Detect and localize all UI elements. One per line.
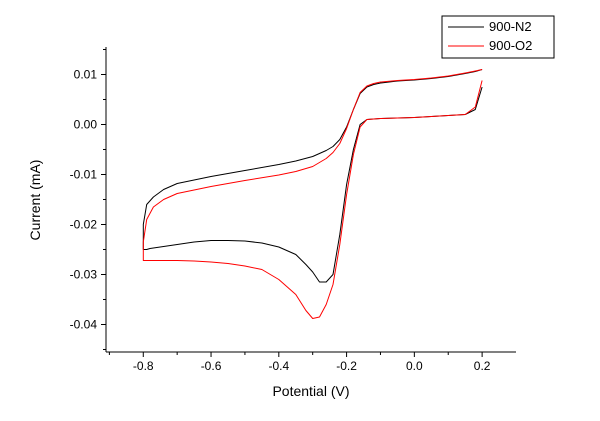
y-tick-label: 0.01 (74, 68, 98, 82)
y-tick-label: -0.03 (70, 268, 98, 282)
y-tick-label: 0.00 (74, 118, 98, 132)
x-axis: -0.8 -0.6 -0.4 -0.2 0.0 0.2 (108, 352, 491, 373)
y-tick-label: -0.04 (70, 318, 98, 332)
legend-label-900-O2: 900-O2 (489, 38, 532, 53)
x-axis-title: Potential (V) (272, 383, 349, 399)
legend-box (441, 15, 555, 59)
series-line-900-O2 (142, 69, 483, 319)
y-tick-label: -0.01 (70, 168, 98, 182)
x-tick-label: -0.6 (201, 359, 222, 373)
x-tick-label: -0.2 (336, 359, 357, 373)
legend: 900-N2 900-O2 (441, 15, 555, 59)
series-layer (142, 69, 483, 319)
legend-label-900-N2: 900-N2 (489, 19, 532, 34)
series-line-900-N2 (142, 69, 483, 283)
x-tick-label: -0.4 (268, 359, 289, 373)
x-tick-label: 0.2 (474, 359, 491, 373)
x-tick-label: -0.8 (133, 359, 154, 373)
y-axis: -0.04 -0.03 -0.02 -0.01 0.00 0.01 (70, 49, 106, 350)
plot-area (105, 47, 516, 353)
x-tick-label: 0.0 (406, 359, 423, 373)
y-tick-label: -0.02 (70, 218, 98, 232)
y-axis-title: Current (mA) (27, 160, 43, 241)
